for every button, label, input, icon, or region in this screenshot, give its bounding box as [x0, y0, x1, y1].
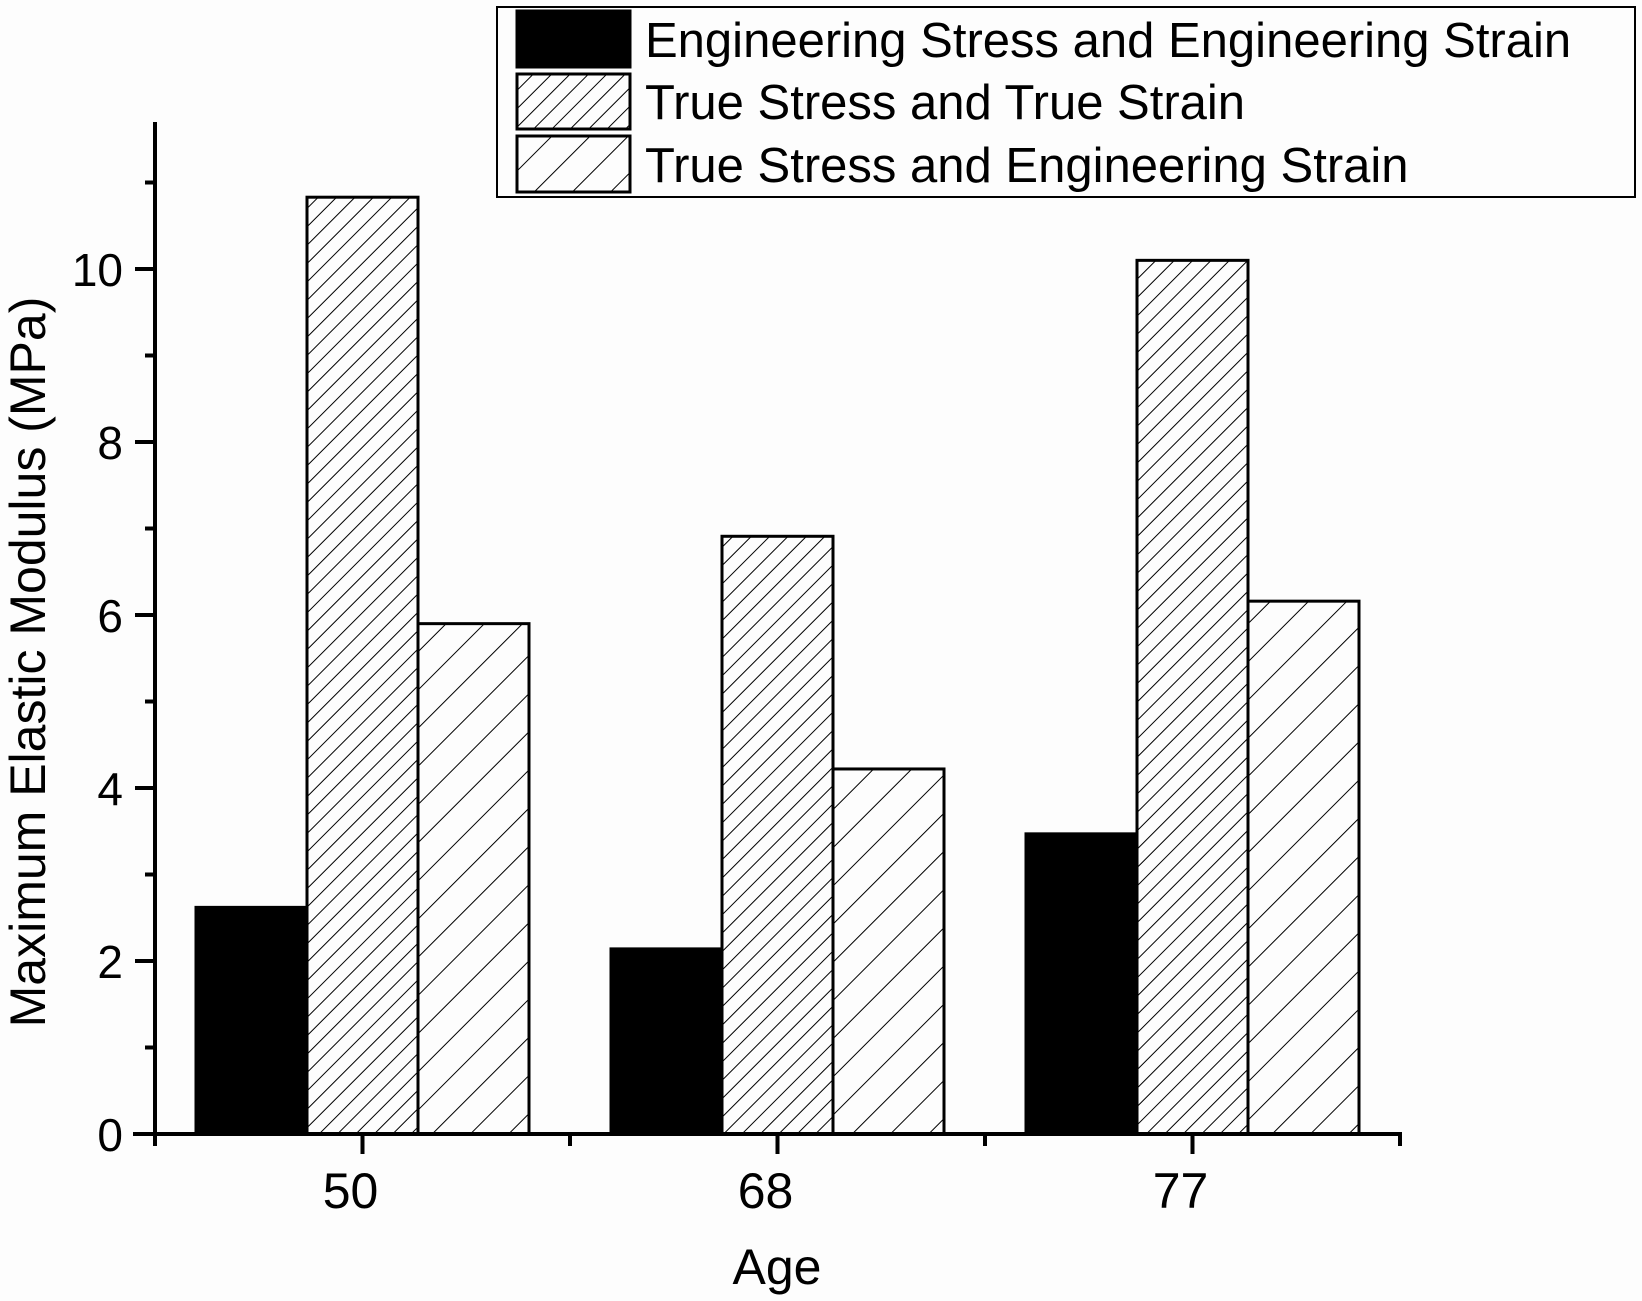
y-tick-label: 4 [97, 763, 123, 815]
y-tick-label: 10 [72, 244, 123, 296]
legend-label-true-true: True Stress and True Strain [645, 76, 1245, 130]
bars-layer [194, 195, 1361, 1136]
x-tick-label: 77 [1153, 1163, 1209, 1219]
bar-68-series-0 [609, 947, 724, 1136]
legend-swatch-true-engineering [515, 134, 632, 194]
bar-77-series-1 [1135, 258, 1250, 1136]
bar-68-series-1 [720, 534, 835, 1136]
legend-label-engineering: Engineering Stress and Engineering Strai… [645, 14, 1571, 68]
x-tick-label: 68 [738, 1163, 794, 1219]
legend-box [496, 6, 1636, 198]
bar-77-series-0 [1024, 832, 1139, 1136]
bar-50-series-2 [416, 622, 531, 1136]
y-tick-label: 8 [97, 417, 123, 469]
bar-77-series-2 [1246, 599, 1361, 1136]
legend-label-true-engineering: True Stress and Engineering Strain [645, 139, 1409, 193]
x-axis-title: Age [733, 1239, 822, 1295]
y-axis-title: Maximum Elastic Modulus (MPa) [0, 297, 56, 1028]
bar-50-series-0 [194, 905, 309, 1136]
legend-swatch-engineering [515, 9, 632, 69]
bar-50-series-1 [305, 195, 420, 1136]
y-tick-label: 0 [97, 1109, 123, 1161]
legend-swatch-true-true [515, 72, 632, 131]
y-tick-label: 2 [97, 936, 123, 988]
legend: Engineering Stress and Engineering Strai… [496, 6, 1636, 198]
bar-68-series-2 [831, 767, 946, 1136]
x-tick-label: 50 [323, 1163, 379, 1219]
y-tick-label: 6 [97, 590, 123, 642]
